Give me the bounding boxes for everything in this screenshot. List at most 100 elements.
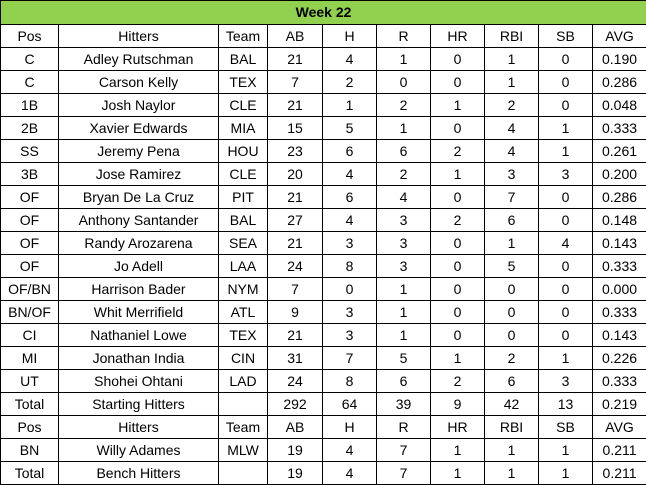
avg-cell: 0.000 <box>591 277 646 301</box>
sb-cell: 3 <box>538 162 593 186</box>
h-cell: 3 <box>322 300 377 324</box>
team-cell: PIT <box>218 185 268 209</box>
ab-cell: 20 <box>267 162 323 186</box>
team-cell: TEX <box>218 70 268 94</box>
rbi-cell: 0 <box>484 277 539 301</box>
team-cell: Team <box>218 24 268 48</box>
table-row: SS Jeremy Pena HOU 23 6 6 2 4 1 0.261 <box>0 139 646 163</box>
avg-cell: 0.286 <box>591 70 646 94</box>
r-cell: 2 <box>376 162 431 186</box>
sb-cell: 4 <box>538 231 593 255</box>
rbi-cell: 7 <box>484 185 539 209</box>
team-cell: CIN <box>218 346 268 370</box>
avg-cell: 0.211 <box>591 438 646 462</box>
hitter-cell: Jose Ramirez <box>58 162 219 186</box>
hr-cell: 0 <box>430 231 485 255</box>
avg-cell: 0.211 <box>591 461 646 485</box>
hr-cell: 9 <box>430 392 485 416</box>
rbi-cell: 0 <box>484 323 539 347</box>
r-cell: 1 <box>376 323 431 347</box>
sb-cell: 0 <box>538 208 593 232</box>
table-row: 1B Josh Naylor CLE 21 1 2 1 2 0 0.048 <box>0 93 646 117</box>
pos-cell: OF <box>0 254 59 278</box>
avg-cell: 0.143 <box>591 323 646 347</box>
table-row: C Adley Rutschman BAL 21 4 1 0 1 0 0.190 <box>0 47 646 71</box>
pos-cell: BN <box>0 438 59 462</box>
team-cell: ATL <box>218 300 268 324</box>
pos-cell: 1B <box>0 93 59 117</box>
rbi-cell: 2 <box>484 93 539 117</box>
hitter-cell: Nathaniel Lowe <box>58 323 219 347</box>
hitter-cell: Starting Hitters <box>58 392 219 416</box>
sb-cell: 0 <box>538 93 593 117</box>
rbi-cell: 6 <box>484 369 539 393</box>
hr-cell: 1 <box>430 461 485 485</box>
h-cell: 64 <box>322 392 377 416</box>
hitter-cell: Hitters <box>58 24 219 48</box>
h-cell: 8 <box>322 369 377 393</box>
pos-cell: SS <box>0 139 59 163</box>
title-row: Week 22 <box>0 0 646 25</box>
table-row: MI Jonathan India CIN 31 7 5 1 2 1 0.226 <box>0 346 646 370</box>
hr-cell: 1 <box>430 162 485 186</box>
sb-cell: 13 <box>538 392 593 416</box>
r-cell: 7 <box>376 438 431 462</box>
hr-cell: 0 <box>430 300 485 324</box>
rbi-cell: 1 <box>484 231 539 255</box>
sb-cell: 1 <box>538 346 593 370</box>
bench-header-row: Pos Hitters Team AB H R HR RBI SB AVG <box>0 415 646 439</box>
rbi-cell: 1 <box>484 70 539 94</box>
hitter-cell: Randy Arozarena <box>58 231 219 255</box>
ab-cell: 21 <box>267 185 323 209</box>
table-row: 3B Jose Ramirez CLE 20 4 2 1 3 3 0.200 <box>0 162 646 186</box>
sb-cell: 1 <box>538 116 593 140</box>
table-row: OF Randy Arozarena SEA 21 3 3 0 1 4 0.143 <box>0 231 646 255</box>
avg-cell: 0.261 <box>591 139 646 163</box>
team-cell: BAL <box>218 208 268 232</box>
ab-cell: 21 <box>267 231 323 255</box>
hitter-cell: Xavier Edwards <box>58 116 219 140</box>
table-row: UT Shohei Ohtani LAD 24 8 6 2 6 3 0.333 <box>0 369 646 393</box>
team-cell: LAD <box>218 369 268 393</box>
hr-cell: 0 <box>430 185 485 209</box>
bench-total-row: Total Bench Hitters 19 4 7 1 1 1 0.211 <box>0 461 646 485</box>
h-cell: 3 <box>322 323 377 347</box>
pos-cell: OF <box>0 208 59 232</box>
hitter-cell: Hitters <box>58 415 219 439</box>
rbi-cell: 1 <box>484 438 539 462</box>
r-cell: R <box>376 415 431 439</box>
rbi-cell: 42 <box>484 392 539 416</box>
sb-cell: 1 <box>538 461 593 485</box>
team-cell: LAA <box>218 254 268 278</box>
team-cell: SEA <box>218 231 268 255</box>
sb-cell: 0 <box>538 47 593 71</box>
rbi-cell: 1 <box>484 47 539 71</box>
r-cell: 3 <box>376 254 431 278</box>
h-cell: 6 <box>322 139 377 163</box>
h-cell: 7 <box>322 346 377 370</box>
h-cell: 6 <box>322 185 377 209</box>
sb-cell: SB <box>538 415 593 439</box>
pos-cell: C <box>0 70 59 94</box>
hitter-cell: Willy Adames <box>58 438 219 462</box>
team-cell: MLW <box>218 438 268 462</box>
pos-cell: 2B <box>0 116 59 140</box>
ab-cell: 7 <box>267 70 323 94</box>
avg-cell: AVG <box>591 415 646 439</box>
hr-cell: 0 <box>430 70 485 94</box>
pos-cell: CI <box>0 323 59 347</box>
sb-cell: 1 <box>538 438 593 462</box>
rbi-cell: RBI <box>484 415 539 439</box>
team-cell: Team <box>218 415 268 439</box>
pos-cell: 3B <box>0 162 59 186</box>
hr-cell: 1 <box>430 346 485 370</box>
avg-cell: 0.226 <box>591 346 646 370</box>
sb-cell: 0 <box>538 185 593 209</box>
avg-cell: AVG <box>591 24 646 48</box>
ab-cell: 21 <box>267 93 323 117</box>
pos-cell: Total <box>0 392 59 416</box>
rbi-cell: 0 <box>484 300 539 324</box>
ab-cell: AB <box>267 24 323 48</box>
hitter-cell: Whit Merrifield <box>58 300 219 324</box>
